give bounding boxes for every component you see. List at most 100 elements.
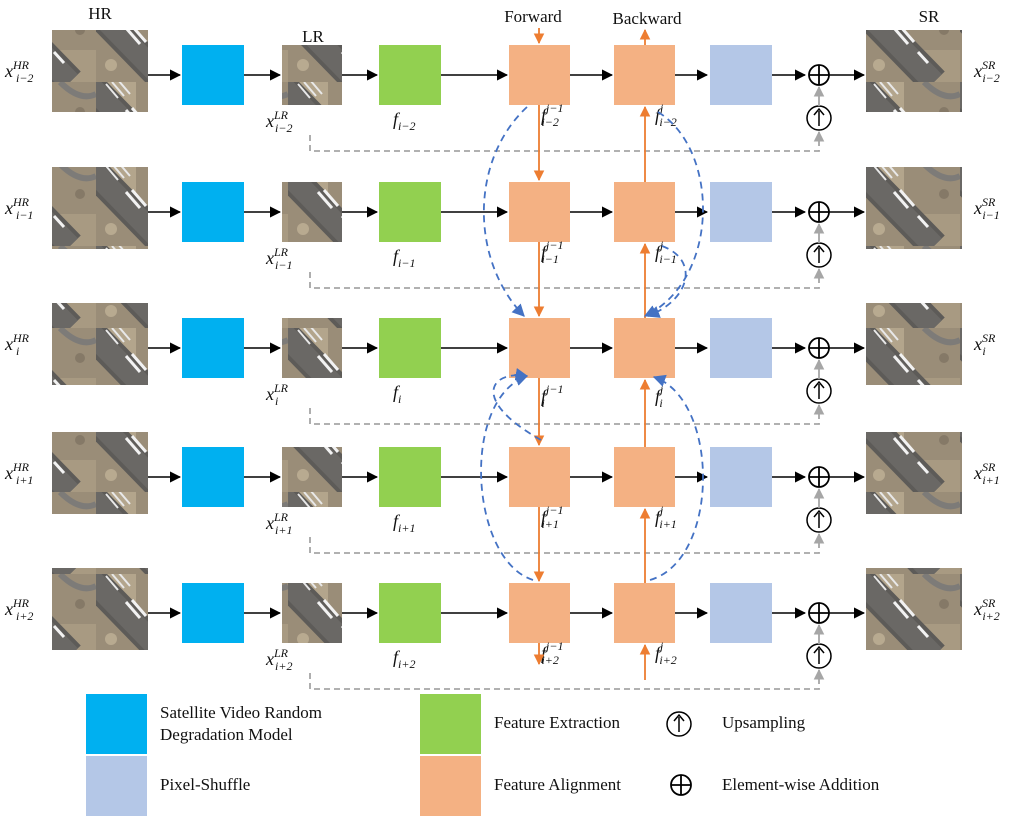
feature-label-2: fi	[393, 382, 401, 406]
hr-image-2	[52, 303, 148, 385]
hr-label-0: xHR i−2	[4, 58, 33, 85]
sr-header: SR	[919, 7, 940, 26]
addition-icon-1	[808, 201, 830, 223]
pixel-shuffle-block-0	[710, 45, 772, 105]
forward-feature-label-3: fj−1 i+1	[541, 503, 563, 531]
legend-addition-icon	[670, 774, 692, 796]
feature-label-3: fi+1	[393, 511, 415, 535]
skip-connection-4	[309, 668, 825, 690]
pixel-shuffle-block-3	[710, 447, 772, 507]
pixel-shuffle-block-2	[710, 318, 772, 378]
legend-pixel-shuffle-label: Pixel-Shuffle	[160, 775, 250, 794]
legend-alignment-label: Feature Alignment	[494, 775, 621, 794]
hr-label-4: xHR i+2	[4, 596, 33, 623]
feature-label-0: fi−2	[393, 109, 415, 133]
backward-feature-label-4: fj i+2	[655, 639, 677, 667]
sr-image-4	[866, 568, 962, 650]
skip-connection-0	[309, 130, 825, 152]
lr-label-4: xLR i+2	[265, 646, 292, 673]
lr-image-2	[282, 318, 342, 378]
skip-connection-3	[309, 532, 825, 554]
sr-label-3: xSR i+1	[973, 460, 1000, 487]
sr-label-2: xSR i	[973, 331, 996, 358]
skip-connection-1	[309, 267, 825, 289]
addition-icon-4	[808, 602, 830, 624]
backward-alignment-block-0	[614, 45, 675, 105]
legend-alignment-swatch	[420, 756, 481, 816]
legend-extraction-label: Feature Extraction	[494, 713, 621, 732]
lr-label-1: xLR i−1	[265, 245, 292, 272]
legend-upsampling-icon	[666, 711, 692, 737]
sr-label-1: xSR i−1	[973, 195, 1000, 222]
sr-image-3	[866, 432, 962, 514]
backward-feature-label-3: fj i+1	[655, 503, 677, 531]
extraction-block-0	[379, 45, 441, 105]
extraction-block-1	[379, 182, 441, 242]
hr-label-1: xHR i−1	[4, 195, 33, 222]
legend-degradation-label-1: Satellite Video Random	[160, 703, 322, 722]
backward-alignment-block-4	[614, 583, 675, 643]
legend: Satellite Video Random Degradation Model…	[86, 694, 880, 816]
backward-skip-top-b	[646, 245, 687, 318]
hr-image-1	[52, 167, 148, 249]
forward-skip-bottom-b	[480, 373, 534, 581]
extraction-block-4	[379, 583, 441, 643]
forward-alignment-block-1	[509, 182, 570, 242]
backward-feature-label-2: fj i	[655, 382, 664, 410]
degradation-block-3	[182, 447, 244, 507]
legend-pixel-shuffle-swatch	[86, 756, 147, 816]
addition-icon-3	[808, 466, 830, 488]
backward-alignment-block-3	[614, 447, 675, 507]
backward-feature-label-1: fj i−1	[655, 238, 677, 266]
forward-alignment-block-3	[509, 447, 570, 507]
hr-header: HR	[88, 4, 112, 23]
legend-degradation-label-2: Degradation Model	[160, 725, 293, 744]
forward-header: Forward	[504, 7, 562, 26]
degradation-block-1	[182, 182, 244, 242]
forward-alignment-block-2	[509, 318, 570, 378]
addition-icon-0	[808, 64, 830, 86]
addition-icon-2	[808, 337, 830, 359]
sr-image-2	[866, 303, 962, 385]
lr-image-0	[282, 45, 342, 105]
upsampling-icon-1	[806, 242, 832, 268]
degradation-block-2	[182, 318, 244, 378]
forward-feature-label-4: fj−1 i+2	[541, 639, 563, 667]
sr-label-0: xSR i−2	[973, 58, 1000, 85]
hr-label-2: xHR i	[4, 331, 30, 358]
forward-feature-label-1: fj−1 i−1	[541, 238, 563, 266]
degradation-block-0	[182, 45, 244, 105]
backward-skip-bottom	[649, 374, 704, 581]
upsampling-icon-0	[806, 105, 832, 131]
lr-label-0: xLR i−2	[265, 108, 292, 135]
lr-image-4	[282, 583, 342, 643]
legend-upsampling-label: Upsampling	[722, 713, 806, 732]
legend-degradation-swatch	[86, 694, 147, 754]
forward-feature-label-0: fj−1 i−2	[541, 101, 563, 129]
extraction-block-2	[379, 318, 441, 378]
lr-image-3	[282, 447, 342, 507]
feature-label-4: fi+2	[393, 647, 415, 671]
upsampling-icon-2	[806, 378, 832, 404]
degradation-block-4	[182, 583, 244, 643]
sr-image-1	[866, 167, 962, 249]
lr-image-1	[282, 182, 342, 242]
backward-feature-label-0: fj i−2	[655, 101, 677, 129]
pixel-shuffle-block-4	[710, 583, 772, 643]
lr-label-2: xLR i	[265, 381, 289, 408]
extraction-block-3	[379, 447, 441, 507]
forward-skip-bottom-a	[492, 367, 542, 441]
forward-alignment-block-4	[509, 583, 570, 643]
skip-connection-2	[309, 403, 825, 425]
pixel-shuffle-block-1	[710, 182, 772, 242]
sr-label-4: xSR i+2	[973, 596, 1000, 623]
legend-extraction-swatch	[420, 694, 481, 754]
forward-feature-label-2: fj−1 i	[541, 382, 563, 410]
backward-skip-top-a	[643, 111, 704, 317]
lr-header: LR	[302, 27, 324, 46]
hr-image-3	[52, 432, 148, 514]
forward-alignment-block-0	[509, 45, 570, 105]
hr-label-3: xHR i+1	[4, 460, 33, 487]
hr-image-4	[52, 568, 148, 650]
